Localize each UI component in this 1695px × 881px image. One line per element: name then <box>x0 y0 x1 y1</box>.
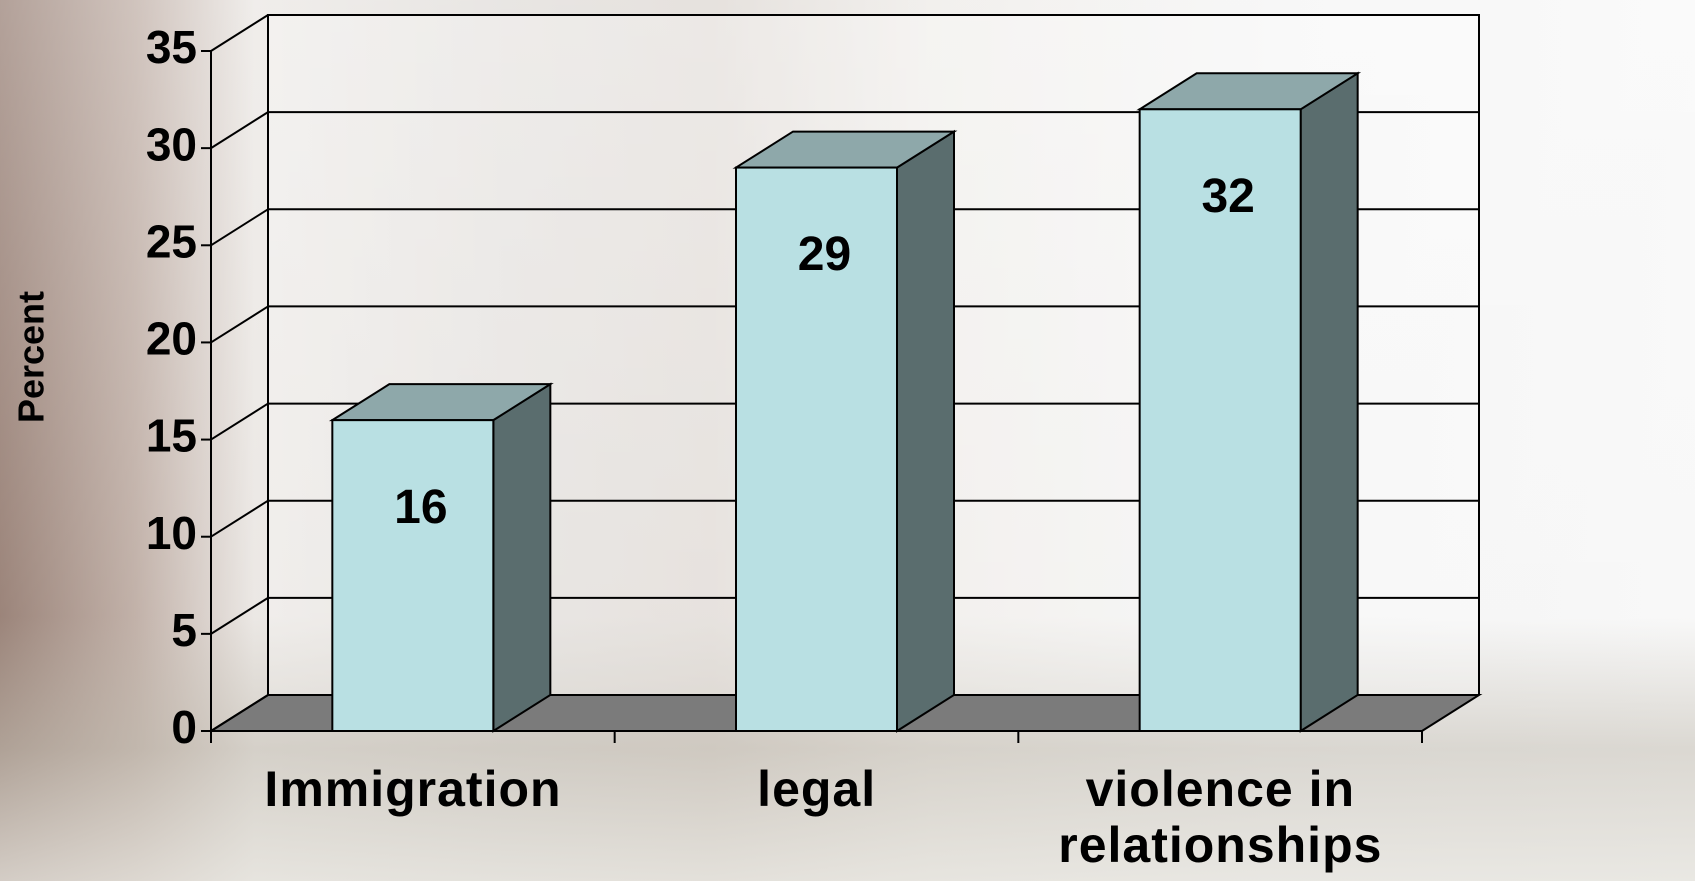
grid-diagonal <box>211 112 268 148</box>
y-tick-label: 35 <box>146 21 197 73</box>
bar <box>332 420 493 731</box>
x-tick-label: Immigration <box>211 761 615 817</box>
grid-diagonal <box>211 15 268 51</box>
value-label: 16 <box>394 481 447 534</box>
y-tick-label: 5 <box>171 604 197 656</box>
y-tick-label: 15 <box>146 410 197 462</box>
value-label: 29 <box>798 228 851 281</box>
y-tick-label: 25 <box>146 215 197 267</box>
x-tick-label: violence in relationships <box>1018 761 1422 873</box>
grid-diagonal <box>211 404 268 440</box>
x-tick-label: legal <box>615 761 1019 817</box>
value-label: 32 <box>1201 170 1254 223</box>
y-tick-label: 10 <box>146 507 197 559</box>
y-tick-label: 0 <box>171 701 197 753</box>
grid-diagonal <box>211 501 268 537</box>
y-axis-label: Percent <box>11 291 52 423</box>
y-tick-label: 30 <box>146 118 197 170</box>
page: Percent 05101520253035162932 (() => { co… <box>0 0 1695 881</box>
chart: Percent 0 5 10 15 20 25 30 35 16 29 32 <box>0 0 1695 881</box>
y-tick-label: 20 <box>146 313 197 365</box>
grid-diagonal <box>211 598 268 634</box>
grid-diagonal <box>211 209 268 245</box>
bar-side <box>897 132 954 731</box>
grid-diagonal <box>211 306 268 342</box>
bar-side <box>1301 73 1358 731</box>
bar-side <box>493 384 550 731</box>
